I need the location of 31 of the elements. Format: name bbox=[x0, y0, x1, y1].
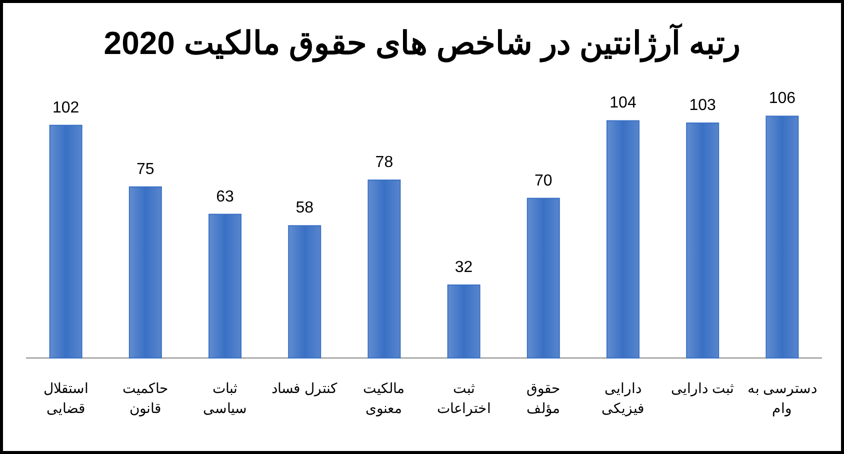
data-label: 58 bbox=[296, 200, 314, 217]
data-label: 104 bbox=[610, 94, 636, 112]
x-tick-label: دسترسی به وام bbox=[747, 380, 818, 417]
bar bbox=[368, 180, 401, 358]
bar bbox=[766, 116, 799, 358]
bar bbox=[447, 284, 480, 358]
data-label: 102 bbox=[52, 99, 80, 116]
bar bbox=[49, 124, 82, 358]
data-label: 63 bbox=[216, 188, 234, 206]
bar bbox=[606, 120, 640, 358]
bar bbox=[526, 198, 560, 358]
chart-title: رتبه آرژانتین در شاخص های حقوق مالکیت 2020 bbox=[104, 22, 740, 63]
x-tick-label: ثبت اختراعات bbox=[436, 380, 491, 417]
x-tick-label: حاکمیت قانون bbox=[122, 380, 168, 417]
data-label: 106 bbox=[768, 90, 796, 108]
x-tick-label: ثبت دارایی bbox=[671, 380, 734, 397]
data-label: 78 bbox=[375, 154, 394, 172]
data-label: 103 bbox=[689, 97, 716, 114]
x-tick-label: مالکیت معنوی bbox=[363, 380, 406, 417]
bar bbox=[128, 186, 162, 358]
bar bbox=[288, 225, 322, 358]
data-label: 70 bbox=[534, 172, 552, 190]
bar bbox=[208, 214, 242, 358]
x-tick-label: ثبات سیاسی bbox=[203, 380, 247, 416]
bar bbox=[686, 122, 720, 358]
x-tick-label: کنترل فساد bbox=[272, 380, 338, 397]
x-tick-label: استقلال قضایی bbox=[43, 380, 88, 416]
data-label: 32 bbox=[454, 259, 473, 276]
x-tick-label: حقوق مؤلف bbox=[526, 380, 560, 417]
x-tick-label: دارایی فیزیکی bbox=[602, 380, 644, 417]
data-label: 75 bbox=[136, 160, 154, 178]
